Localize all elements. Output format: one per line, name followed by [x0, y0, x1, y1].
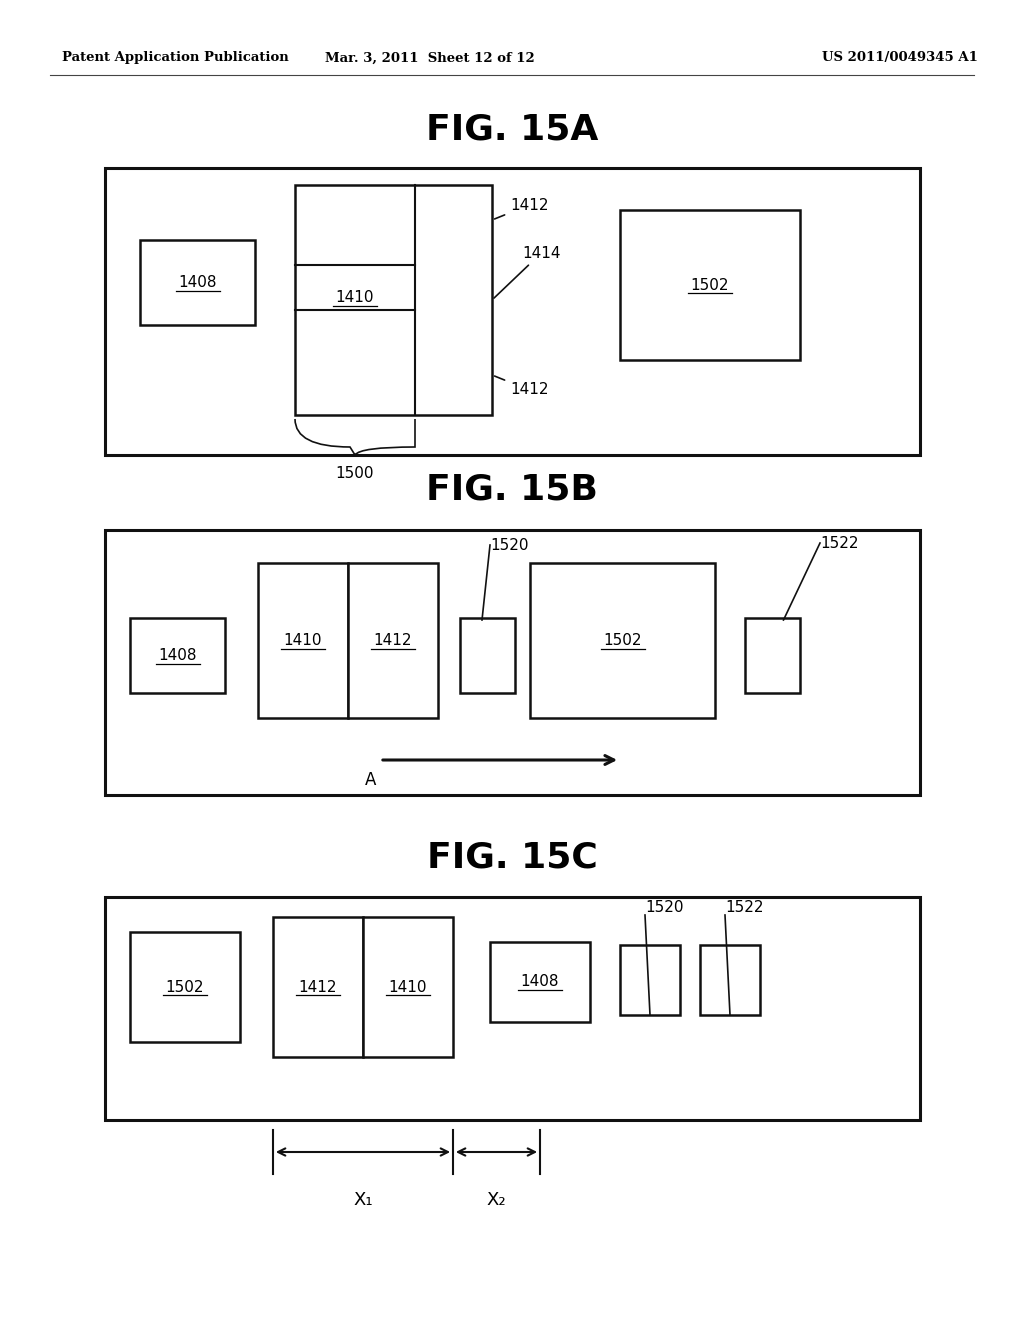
Bar [140, 240, 255, 325]
Bar [745, 618, 800, 693]
Text: X₂: X₂ [486, 1191, 506, 1209]
Text: 1412: 1412 [374, 634, 413, 648]
Bar [460, 618, 515, 693]
Text: Patent Application Publication: Patent Application Publication [62, 51, 289, 65]
Bar [295, 185, 492, 414]
Bar [620, 945, 680, 1015]
Bar [105, 168, 920, 455]
Text: FIG. 15C: FIG. 15C [427, 840, 597, 874]
Bar [273, 917, 362, 1057]
Text: 1502: 1502 [603, 634, 642, 648]
Text: 1408: 1408 [178, 275, 217, 290]
Text: 1410: 1410 [336, 290, 374, 305]
Text: FIG. 15B: FIG. 15B [426, 473, 598, 507]
Bar [530, 564, 715, 718]
Text: 1520: 1520 [490, 537, 528, 553]
Text: 1412: 1412 [495, 198, 549, 219]
Text: Mar. 3, 2011  Sheet 12 of 12: Mar. 3, 2011 Sheet 12 of 12 [326, 51, 535, 65]
Text: 1502: 1502 [691, 277, 729, 293]
Bar [348, 564, 438, 718]
Bar [258, 564, 348, 718]
Bar [490, 942, 590, 1022]
Text: 1500: 1500 [336, 466, 374, 480]
Text: 1410: 1410 [284, 634, 323, 648]
Text: 1502: 1502 [166, 979, 204, 994]
Bar [620, 210, 800, 360]
Bar [105, 531, 920, 795]
Text: 1408: 1408 [521, 974, 559, 990]
Text: 1520: 1520 [645, 899, 683, 915]
Text: 1522: 1522 [820, 536, 858, 550]
Bar [362, 917, 453, 1057]
Bar [130, 618, 225, 693]
Bar [105, 898, 920, 1119]
Bar [700, 945, 760, 1015]
Text: 1412: 1412 [299, 979, 337, 994]
Text: 1412: 1412 [495, 376, 549, 397]
Text: 1408: 1408 [159, 648, 197, 663]
Text: FIG. 15A: FIG. 15A [426, 114, 598, 147]
Text: 1410: 1410 [389, 979, 427, 994]
Text: US 2011/0049345 A1: US 2011/0049345 A1 [822, 51, 978, 65]
Text: 1414: 1414 [494, 246, 560, 298]
Text: A: A [365, 771, 377, 789]
Bar [130, 932, 240, 1041]
Text: 1522: 1522 [725, 899, 764, 915]
Text: X₁: X₁ [353, 1191, 373, 1209]
